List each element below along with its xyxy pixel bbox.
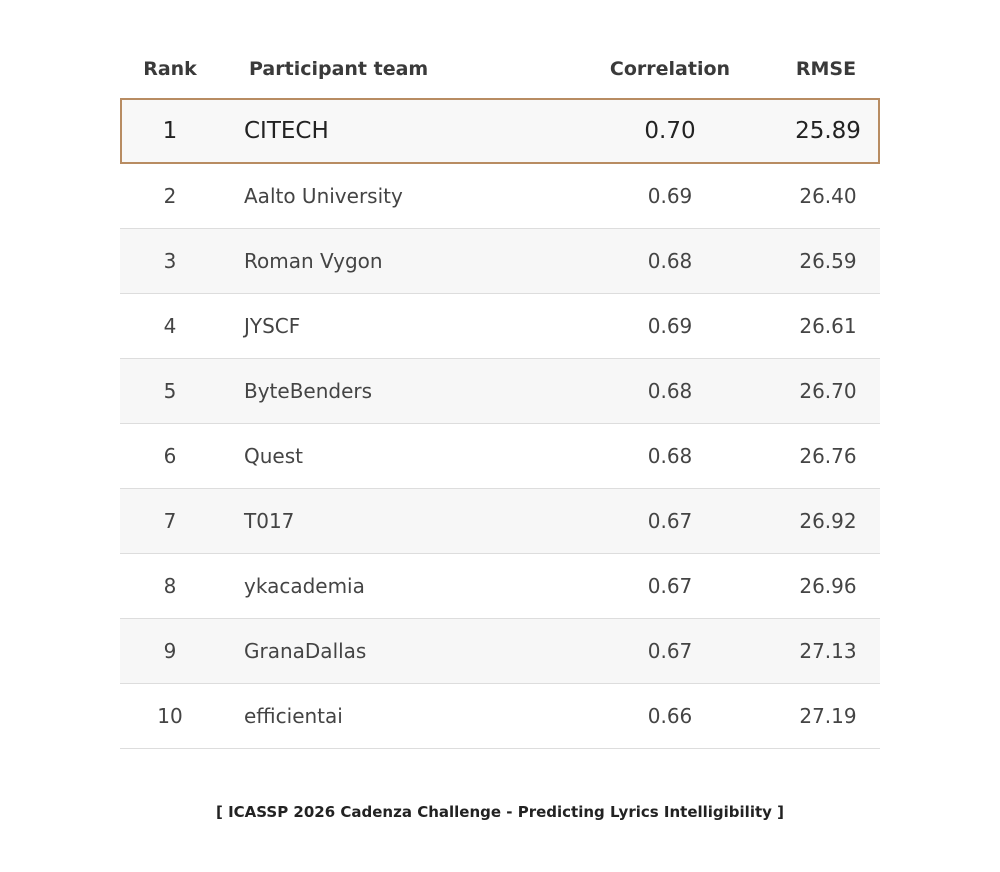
team-cell: Aalto University (244, 184, 403, 208)
table-row: 5 ByteBenders 0.68 26.70 (120, 359, 880, 424)
correlation-cell: 0.67 (647, 639, 693, 663)
team-cell: Quest (244, 444, 303, 468)
rmse-cell: 26.70 (799, 379, 857, 403)
header-rmse: RMSE (795, 58, 857, 80)
table-row: 2 Aalto University 0.69 26.40 (120, 164, 880, 229)
table-row: 6 Quest 0.68 26.76 (120, 424, 880, 489)
correlation-cell: 0.69 (647, 184, 693, 208)
correlation-cell: 0.68 (647, 444, 693, 468)
table-row: 7 T017 0.67 26.92 (120, 489, 880, 554)
rmse-cell: 27.19 (799, 704, 857, 728)
team-cell: T017 (244, 509, 295, 533)
correlation-cell: 0.68 (647, 249, 693, 273)
rmse-cell: 27.13 (799, 639, 857, 663)
table-row-top: 1 CITECH 0.70 25.89 (120, 98, 880, 164)
rmse-cell: 26.92 (799, 509, 857, 533)
rank-cell: 5 (163, 379, 177, 403)
rank-cell: 2 (163, 184, 177, 208)
rank-cell: 3 (163, 249, 177, 273)
table-row: 10 efficientai 0.66 27.19 (120, 684, 880, 749)
table-row: 3 Roman Vygon 0.68 26.59 (120, 229, 880, 294)
team-cell: GranaDallas (244, 639, 367, 663)
team-cell: CITECH (244, 118, 329, 144)
table-row: 9 GranaDallas 0.67 27.13 (120, 619, 880, 684)
correlation-cell: 0.67 (647, 509, 693, 533)
correlation-cell: 0.69 (647, 314, 693, 338)
table-row: 8 ykacademia 0.67 26.96 (120, 554, 880, 619)
rank-cell: 9 (163, 639, 177, 663)
correlation-cell: 0.67 (647, 574, 693, 598)
header-rank: Rank (143, 58, 197, 80)
rmse-cell: 25.89 (795, 118, 861, 144)
rank-cell: 10 (157, 704, 183, 728)
rank-cell: 8 (163, 574, 177, 598)
team-cell: Roman Vygon (244, 249, 383, 273)
team-cell: ByteBenders (244, 379, 373, 403)
table-header: Rank Participant team Correlation RMSE (120, 40, 880, 98)
rmse-cell: 26.61 (799, 314, 857, 338)
correlation-cell: 0.68 (647, 379, 693, 403)
rmse-cell: 26.96 (799, 574, 857, 598)
header-correlation: Correlation (609, 58, 731, 80)
team-cell: efficientai (244, 704, 343, 728)
leaderboard-table: Rank Participant team Correlation RMSE 1… (120, 40, 880, 749)
correlation-cell: 0.66 (647, 704, 693, 728)
rank-cell: 6 (163, 444, 177, 468)
rank-cell: 7 (163, 509, 177, 533)
header-team: Participant team (249, 58, 429, 80)
rmse-cell: 26.76 (799, 444, 857, 468)
table-row: 4 JYSCF 0.69 26.61 (120, 294, 880, 359)
team-cell: ykacademia (244, 574, 365, 598)
rmse-cell: 26.40 (799, 184, 857, 208)
rmse-cell: 26.59 (799, 249, 857, 273)
team-cell: JYSCF (244, 314, 301, 338)
caption: [ ICASSP 2026 Cadenza Challenge - Predic… (216, 803, 784, 821)
rank-cell: 1 (162, 118, 178, 144)
correlation-cell: 0.70 (644, 118, 696, 144)
rank-cell: 4 (163, 314, 177, 338)
